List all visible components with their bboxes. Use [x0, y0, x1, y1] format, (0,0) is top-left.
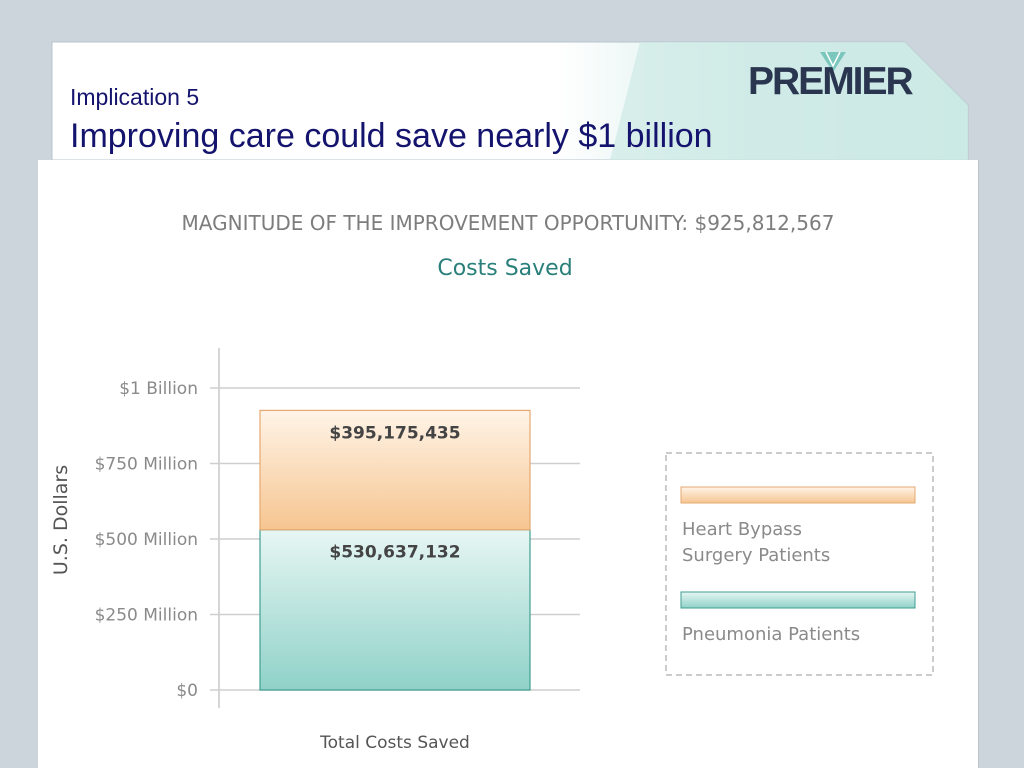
- chart-title: MAGNITUDE OF THE IMPROVEMENT OPPORTUNITY…: [182, 211, 835, 235]
- x-category-label: Total Costs Saved: [319, 733, 470, 753]
- slide-title: Improving care could save nearly $1 bill…: [70, 117, 713, 155]
- slide-subtitle: Implication 5: [70, 84, 200, 110]
- bar-segment-pneumonia: [259, 529, 531, 691]
- legend-label: Surgery Patients: [682, 545, 830, 566]
- premier-logo-mark-icon: [820, 51, 846, 72]
- y-tick-label: $250 Million: [95, 606, 198, 626]
- y-tick-label: $500 Million: [95, 530, 198, 550]
- chart-subtitle: Costs Saved: [437, 256, 572, 281]
- y-axis-label: U.S. Dollars: [50, 465, 72, 575]
- premier-logo: PREMIER: [748, 60, 914, 103]
- legend-label: Pneumonia Patients: [682, 624, 860, 645]
- legend-box: [665, 452, 934, 676]
- legend-swatch-pneumonia: [680, 591, 916, 609]
- chart-panel: MAGNITUDE OF THE IMPROVEMENT OPPORTUNITY…: [38, 160, 979, 768]
- bar-data-label: $530,637,132: [329, 543, 460, 563]
- y-tick-label: $1 Billion: [119, 379, 198, 399]
- bar-data-label: $395,175,435: [329, 423, 460, 443]
- costs-saved-chart: MAGNITUDE OF THE IMPROVEMENT OPPORTUNITY…: [50, 211, 934, 753]
- legend-label: Heart Bypass: [682, 519, 802, 540]
- bar-segment-heart-bypass: [259, 409, 531, 531]
- y-tick-label: $0: [176, 681, 198, 701]
- legend-swatch-heart-bypass: [680, 486, 916, 504]
- y-tick-label: $750 Million: [95, 455, 198, 475]
